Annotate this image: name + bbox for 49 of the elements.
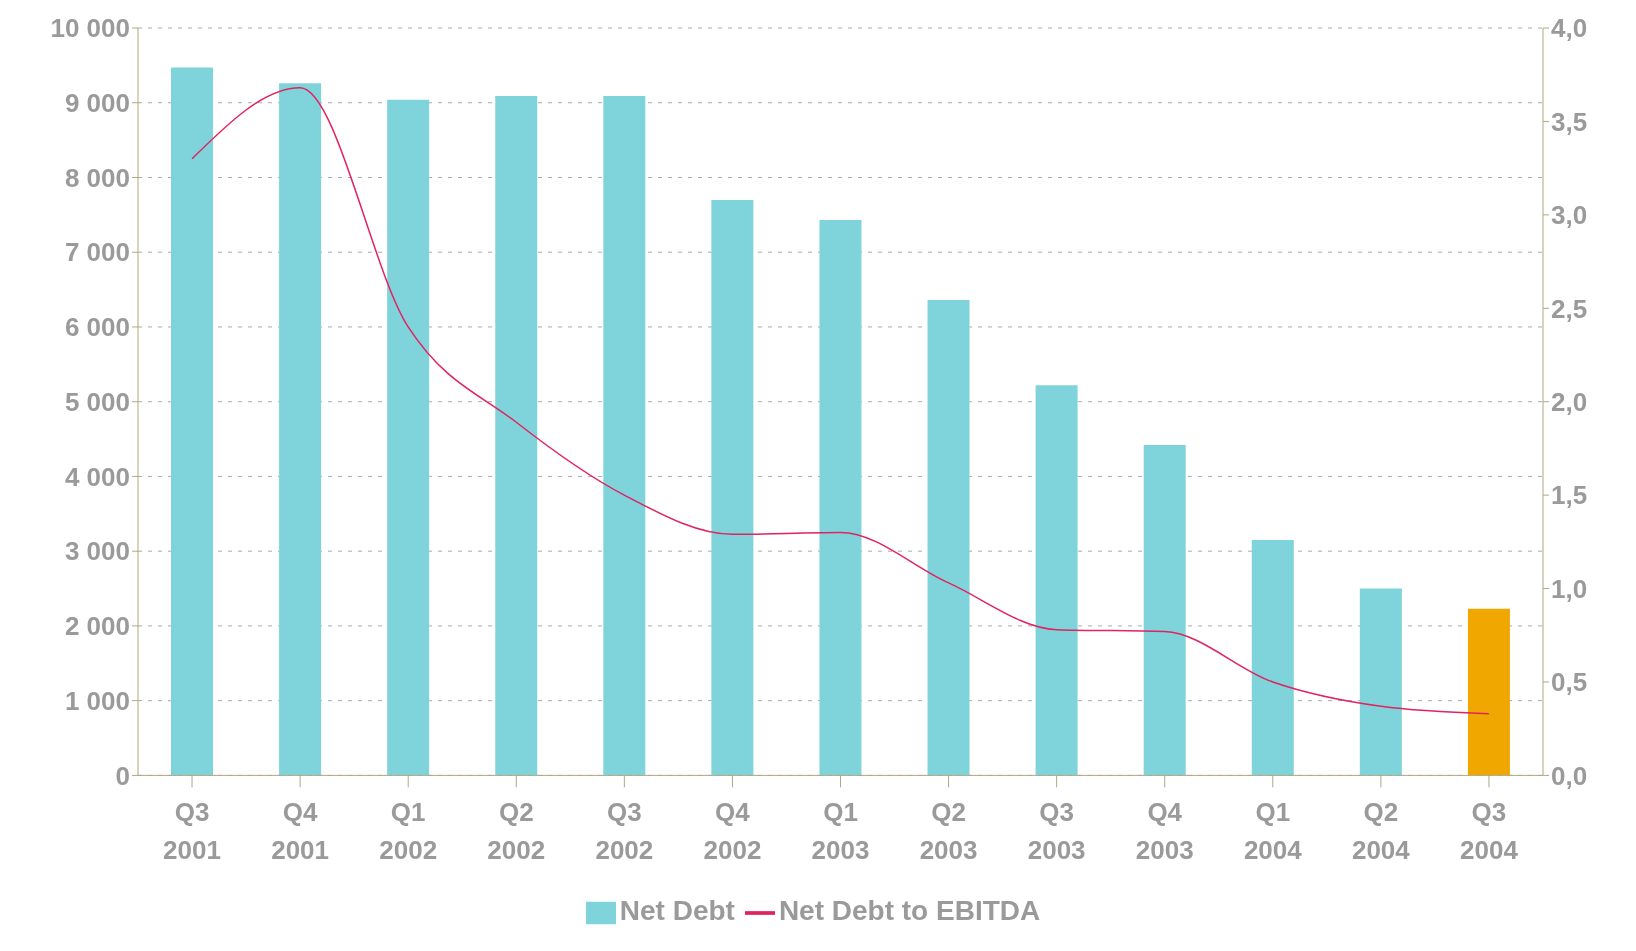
x-tick-label: Q1 2003: [811, 797, 870, 866]
y-tick-label: 6 000: [64, 312, 130, 343]
y-tick-label: 10 000: [50, 13, 130, 44]
y2-tick-label: 0,0: [1551, 760, 1588, 791]
bar: [495, 96, 538, 776]
y-tick-label: 3 000: [64, 536, 130, 567]
x-tick-label: Q3 2004: [1460, 797, 1519, 866]
y-tick-label: 8 000: [64, 162, 130, 193]
x-tick-label: Q3 2003: [1027, 797, 1086, 866]
y-tick-label: 4 000: [64, 461, 130, 492]
y-tick-label: 9 000: [64, 87, 130, 118]
bar: [927, 300, 970, 776]
bar: [1251, 539, 1294, 776]
y2-tick-label: 2,5: [1551, 293, 1588, 324]
x-tick-label: Q4 2003: [1135, 797, 1194, 866]
x-tick-label: Q2 2004: [1351, 797, 1411, 866]
y2-tick-label: 1,5: [1551, 480, 1588, 511]
bar: [279, 83, 322, 776]
x-tick-label: Q1 2004: [1243, 797, 1303, 866]
bar: [1359, 588, 1402, 776]
bar: [1467, 608, 1510, 776]
y2-tick-label: 2,0: [1551, 386, 1588, 417]
bar: [1035, 385, 1078, 776]
y-tick-label: 5 000: [64, 386, 130, 417]
y-tick-label: 7 000: [64, 237, 130, 268]
bar: [819, 220, 862, 776]
y2-tick-label: 0,5: [1551, 667, 1588, 698]
line-series: [191, 87, 1490, 715]
y2-tick-label: 1,0: [1551, 573, 1588, 604]
bar: [603, 96, 646, 776]
x-tick-label: Q1 2002: [379, 797, 438, 866]
legend-label: Net Debt to EBITDA: [778, 895, 1041, 927]
bar: [711, 199, 754, 776]
y-tick-label: 1 000: [64, 685, 130, 716]
y2-tick-label: 4,0: [1551, 13, 1588, 44]
bar: [387, 99, 430, 776]
y2-tick-label: 3,0: [1551, 200, 1588, 231]
x-tick-label: Q3 2002: [595, 797, 654, 866]
legend-label: Net Debt: [619, 895, 735, 927]
x-tick-label: Q2 2003: [919, 797, 978, 866]
bar: [171, 67, 213, 776]
x-tick-label: Q3 2001: [163, 797, 221, 866]
y-tick-label: 0: [115, 760, 130, 791]
x-tick-label: Q4 2001: [271, 797, 330, 866]
y-tick-label: 2 000: [64, 611, 130, 642]
x-tick-label: Q2 2002: [487, 797, 546, 866]
bar: [1143, 445, 1186, 776]
x-tick-label: Q4 2002: [703, 797, 762, 866]
y2-tick-label: 3,5: [1551, 106, 1588, 137]
